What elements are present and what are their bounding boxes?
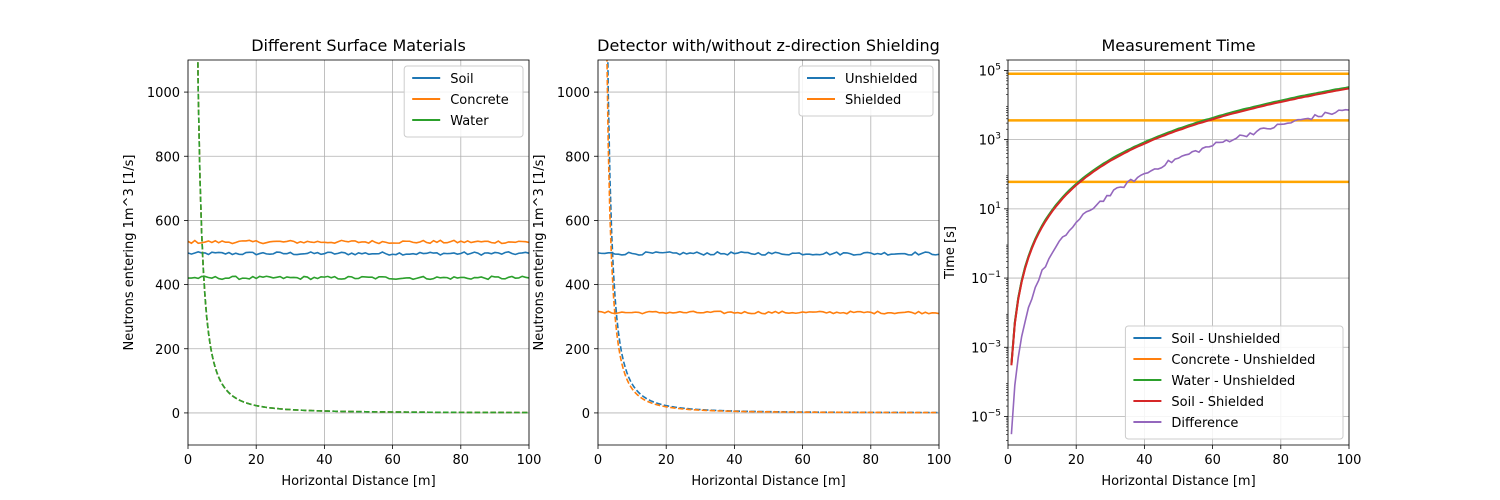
legend-box xyxy=(1124,325,1344,440)
series-group xyxy=(1008,72,1349,435)
legend-label: Water xyxy=(450,114,489,129)
y-axis-label: Time [s] xyxy=(943,226,958,280)
x-tick-label: 80 xyxy=(863,453,880,468)
series-line-2 xyxy=(188,239,529,245)
x-tick-label: 0 xyxy=(1004,453,1012,468)
y-tick-label: 101 xyxy=(979,201,1001,218)
x-tick-label: 20 xyxy=(1068,453,1085,468)
y-tick-label: 1000 xyxy=(557,86,590,101)
legend-label: Shielded xyxy=(845,93,901,108)
series-line-4 xyxy=(197,60,529,414)
y-axis-label: Neutrons entering 1m^3 [1/s] xyxy=(122,155,137,351)
x-tick-label: 60 xyxy=(1204,453,1221,468)
y-tick-label: 10−1 xyxy=(971,270,1001,287)
legend-label: Concrete xyxy=(450,93,509,108)
x-tick-label: 60 xyxy=(794,453,811,468)
x-axis-label: Horizontal Distance [m] xyxy=(691,474,845,489)
y-tick-label: 10−3 xyxy=(971,339,1001,356)
series-line-4 xyxy=(1010,87,1349,366)
x-tick-label: 20 xyxy=(248,453,265,468)
y-tick-label: 400 xyxy=(155,279,180,294)
series-line-2 xyxy=(598,310,939,315)
y-tick-label: 0 xyxy=(172,407,180,422)
x-tick-label: 80 xyxy=(1273,453,1290,468)
legend-label: Difference xyxy=(1171,416,1238,431)
y-axis-label: Neutrons entering 1m^3 [1/s] xyxy=(532,155,547,351)
x-tick-label: 40 xyxy=(316,453,333,468)
chart-title: Measurement Time xyxy=(1101,36,1255,55)
x-tick-label: 80 xyxy=(453,453,470,468)
y-tick-label: 200 xyxy=(565,343,590,358)
y-tick-label: 800 xyxy=(565,150,590,165)
legend-label: Soil xyxy=(450,72,473,87)
series-line-1 xyxy=(598,250,939,256)
y-tick-label: 10−5 xyxy=(971,408,1001,425)
series-line-5 xyxy=(197,60,529,414)
series-line-3 xyxy=(607,60,939,414)
legend-label: Concrete - Unshielded xyxy=(1171,353,1315,368)
series-group xyxy=(188,60,529,414)
y-tick-label: 600 xyxy=(565,214,590,229)
series-line-4 xyxy=(606,60,939,414)
x-tick-label: 40 xyxy=(1136,453,1153,468)
x-tick-label: 40 xyxy=(726,453,743,468)
series-group xyxy=(598,60,939,414)
axes-frame xyxy=(597,59,940,446)
chart-title: Detector with/without z-direction Shield… xyxy=(597,36,940,55)
axes-frame xyxy=(187,59,530,446)
panel-3: 0 20 40 60 80 100 10−5 10−3 10−1 101 103 105 Measure… xyxy=(943,36,1361,489)
x-tick-label: 0 xyxy=(594,453,602,468)
legend: Unshielded Shielded xyxy=(798,65,934,117)
x-tick-label: 0 xyxy=(184,453,192,468)
x-axis-label: Horizontal Distance [m] xyxy=(281,474,435,489)
legend-label: Soil - Unshielded xyxy=(1171,332,1280,347)
legend: Soil - Unshielded Concrete - Unshielded Wa… xyxy=(1124,325,1344,440)
x-tick-label: 100 xyxy=(927,453,952,468)
y-tick-label: 105 xyxy=(979,62,1001,79)
legend-label: Water - Unshielded xyxy=(1171,374,1295,389)
series-line-3 xyxy=(1010,86,1349,365)
series-line-1 xyxy=(188,251,529,256)
series-line-6 xyxy=(197,60,529,414)
y-tick-label: 800 xyxy=(155,150,180,165)
chart-title: Different Surface Materials xyxy=(251,36,466,55)
x-axis-label: Horizontal Distance [m] xyxy=(1101,474,1255,489)
y-tick-label: 0 xyxy=(582,407,590,422)
legend-label: Unshielded xyxy=(845,72,918,87)
y-tick-label: 600 xyxy=(155,214,180,229)
x-tick-label: 20 xyxy=(658,453,675,468)
y-tick-label: 1000 xyxy=(147,86,180,101)
y-tick-label: 400 xyxy=(565,279,590,294)
series-line-5 xyxy=(1010,108,1349,435)
axes-frame xyxy=(1007,59,1350,446)
legend: Soil Concrete Water xyxy=(403,65,524,138)
y-tick-label: 200 xyxy=(155,343,180,358)
x-tick-label: 100 xyxy=(1337,453,1362,468)
legend-label: Soil - Shielded xyxy=(1171,395,1264,410)
x-tick-label: 60 xyxy=(384,453,401,468)
series-line-3 xyxy=(188,275,529,281)
y-tick-label: 103 xyxy=(979,132,1001,149)
x-tick-label: 100 xyxy=(517,453,542,468)
